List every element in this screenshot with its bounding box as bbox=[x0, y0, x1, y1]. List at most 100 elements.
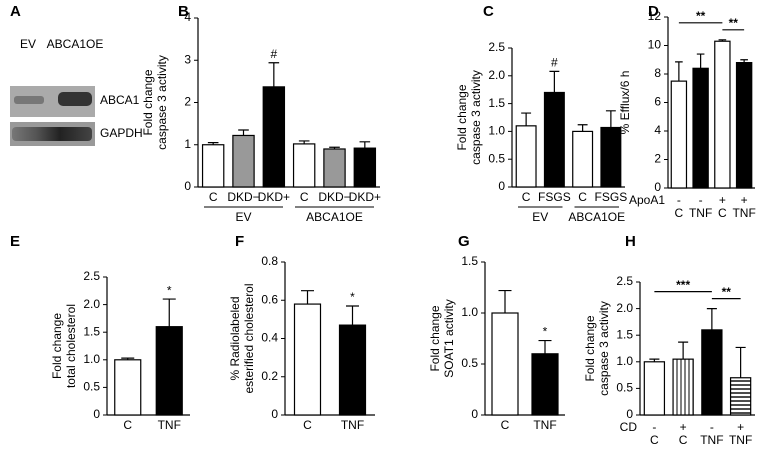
y-tick-label: 4 bbox=[184, 10, 191, 24]
y-tick-label: 8 bbox=[654, 66, 661, 80]
y-tick-label: 1.5 bbox=[616, 327, 633, 341]
y-tick-label: 0.6 bbox=[261, 292, 278, 306]
bracket-label: ** bbox=[696, 9, 706, 23]
x-tick-label: TNF bbox=[689, 206, 712, 220]
row-value: - bbox=[652, 420, 656, 434]
row-value: + bbox=[741, 193, 748, 207]
significance-mark: * bbox=[350, 290, 355, 304]
significance-mark: # bbox=[270, 47, 277, 61]
group-label: ABCA1OE bbox=[306, 210, 363, 224]
bar bbox=[293, 303, 322, 416]
error-bar bbox=[238, 129, 249, 136]
error-bar bbox=[735, 346, 746, 378]
y-tick-label: 0 bbox=[498, 179, 505, 193]
y-axis-label: % Radiolabeled bbox=[228, 296, 242, 380]
y-tick-label: 0 bbox=[271, 407, 278, 421]
blot-band bbox=[14, 96, 44, 104]
error-bar bbox=[549, 70, 560, 93]
x-tick-label: C bbox=[300, 190, 309, 204]
bar bbox=[232, 134, 255, 188]
y-axis-label: esterified cholesterol bbox=[242, 283, 256, 393]
bar bbox=[201, 144, 225, 188]
bracket-label: ** bbox=[729, 16, 739, 30]
error-bar bbox=[696, 53, 705, 69]
y-axis-label: total cholesterol bbox=[64, 304, 78, 388]
error-bar bbox=[121, 357, 135, 360]
panel-letter: B bbox=[178, 3, 189, 20]
y-tick-label: 2.5 bbox=[488, 40, 505, 54]
x-tick-label: TNF bbox=[158, 418, 181, 432]
x-tick-label: DKD+ bbox=[349, 190, 381, 204]
x-tick-label: C bbox=[522, 190, 531, 204]
panel-letter: G bbox=[458, 233, 470, 250]
bar bbox=[572, 130, 594, 188]
y-tick-label: 2.5 bbox=[83, 269, 100, 283]
y-tick-label: 0 bbox=[654, 180, 661, 194]
y-tick-label: 2.5 bbox=[616, 274, 633, 288]
error-bar bbox=[740, 59, 748, 63]
error-bar bbox=[298, 140, 310, 144]
y-axis-label: SOAT1 activity bbox=[442, 299, 456, 377]
y-axis-label: Fold change bbox=[455, 84, 469, 150]
bar bbox=[543, 91, 565, 188]
bar bbox=[338, 324, 367, 416]
y-tick-label: 2 bbox=[184, 95, 191, 109]
y-axis-label: % Efflux/6 h bbox=[618, 71, 632, 135]
x-tick-label: C bbox=[123, 418, 132, 432]
significance-mark: # bbox=[551, 56, 558, 70]
x-tick-label: C bbox=[578, 190, 587, 204]
error-bar bbox=[706, 308, 717, 330]
y-tick-label: 2 bbox=[654, 152, 661, 166]
bar bbox=[692, 67, 709, 189]
row-value: + bbox=[719, 193, 726, 207]
bar bbox=[353, 147, 377, 188]
band-label: ABCA1 bbox=[100, 93, 140, 107]
row-value: - bbox=[710, 420, 714, 434]
y-tick-label: 0.5 bbox=[83, 380, 100, 394]
row-label: ApoA1 bbox=[629, 193, 665, 207]
y-tick-label: 0 bbox=[471, 407, 478, 421]
bracket-label: ** bbox=[722, 285, 732, 299]
error-bar bbox=[649, 358, 660, 362]
error-bar bbox=[605, 110, 616, 128]
y-tick-label: 2.0 bbox=[83, 297, 100, 311]
y-axis-label: caspase 3 activity bbox=[469, 70, 483, 165]
bar bbox=[262, 86, 286, 188]
x-tick-label: TNF bbox=[341, 418, 364, 432]
y-tick-label: 2.0 bbox=[488, 68, 505, 82]
y-tick-label: 2.0 bbox=[616, 301, 633, 315]
y-tick-label: 1 bbox=[184, 137, 191, 151]
y-tick-label: 0.8 bbox=[261, 254, 278, 268]
bar bbox=[323, 148, 346, 188]
row-value: + bbox=[680, 420, 687, 434]
x-tick-label: TNF bbox=[729, 433, 752, 447]
error-bar bbox=[359, 141, 371, 149]
error-bar bbox=[718, 39, 727, 42]
x-tick-label: TNF bbox=[732, 206, 755, 220]
y-tick-label: 4 bbox=[654, 123, 661, 137]
y-tick-label: 0 bbox=[626, 407, 633, 421]
panel-letter: D bbox=[648, 3, 659, 20]
error-bar bbox=[678, 341, 689, 360]
group-label: EV bbox=[235, 210, 251, 224]
error-bar bbox=[301, 290, 314, 305]
band-label: GAPDH bbox=[100, 126, 143, 140]
x-tick-label: C bbox=[718, 206, 727, 220]
error-bar bbox=[207, 142, 219, 145]
error-bar bbox=[538, 339, 552, 354]
blot-band bbox=[12, 127, 92, 141]
row-value: + bbox=[737, 420, 744, 434]
bar bbox=[515, 125, 537, 188]
error-bar bbox=[498, 289, 512, 313]
x-tick-label: C bbox=[650, 433, 659, 447]
error-bar bbox=[521, 112, 532, 126]
bar bbox=[491, 312, 519, 416]
x-tick-label: DKD− bbox=[227, 190, 259, 204]
bar bbox=[155, 326, 183, 416]
row-value: - bbox=[699, 193, 703, 207]
y-tick-label: 1.5 bbox=[461, 254, 478, 268]
significance-mark: * bbox=[167, 283, 172, 297]
y-axis-label: caspase 3 activity bbox=[597, 301, 611, 396]
error-bar bbox=[268, 62, 280, 87]
y-tick-label: 6 bbox=[654, 95, 661, 109]
